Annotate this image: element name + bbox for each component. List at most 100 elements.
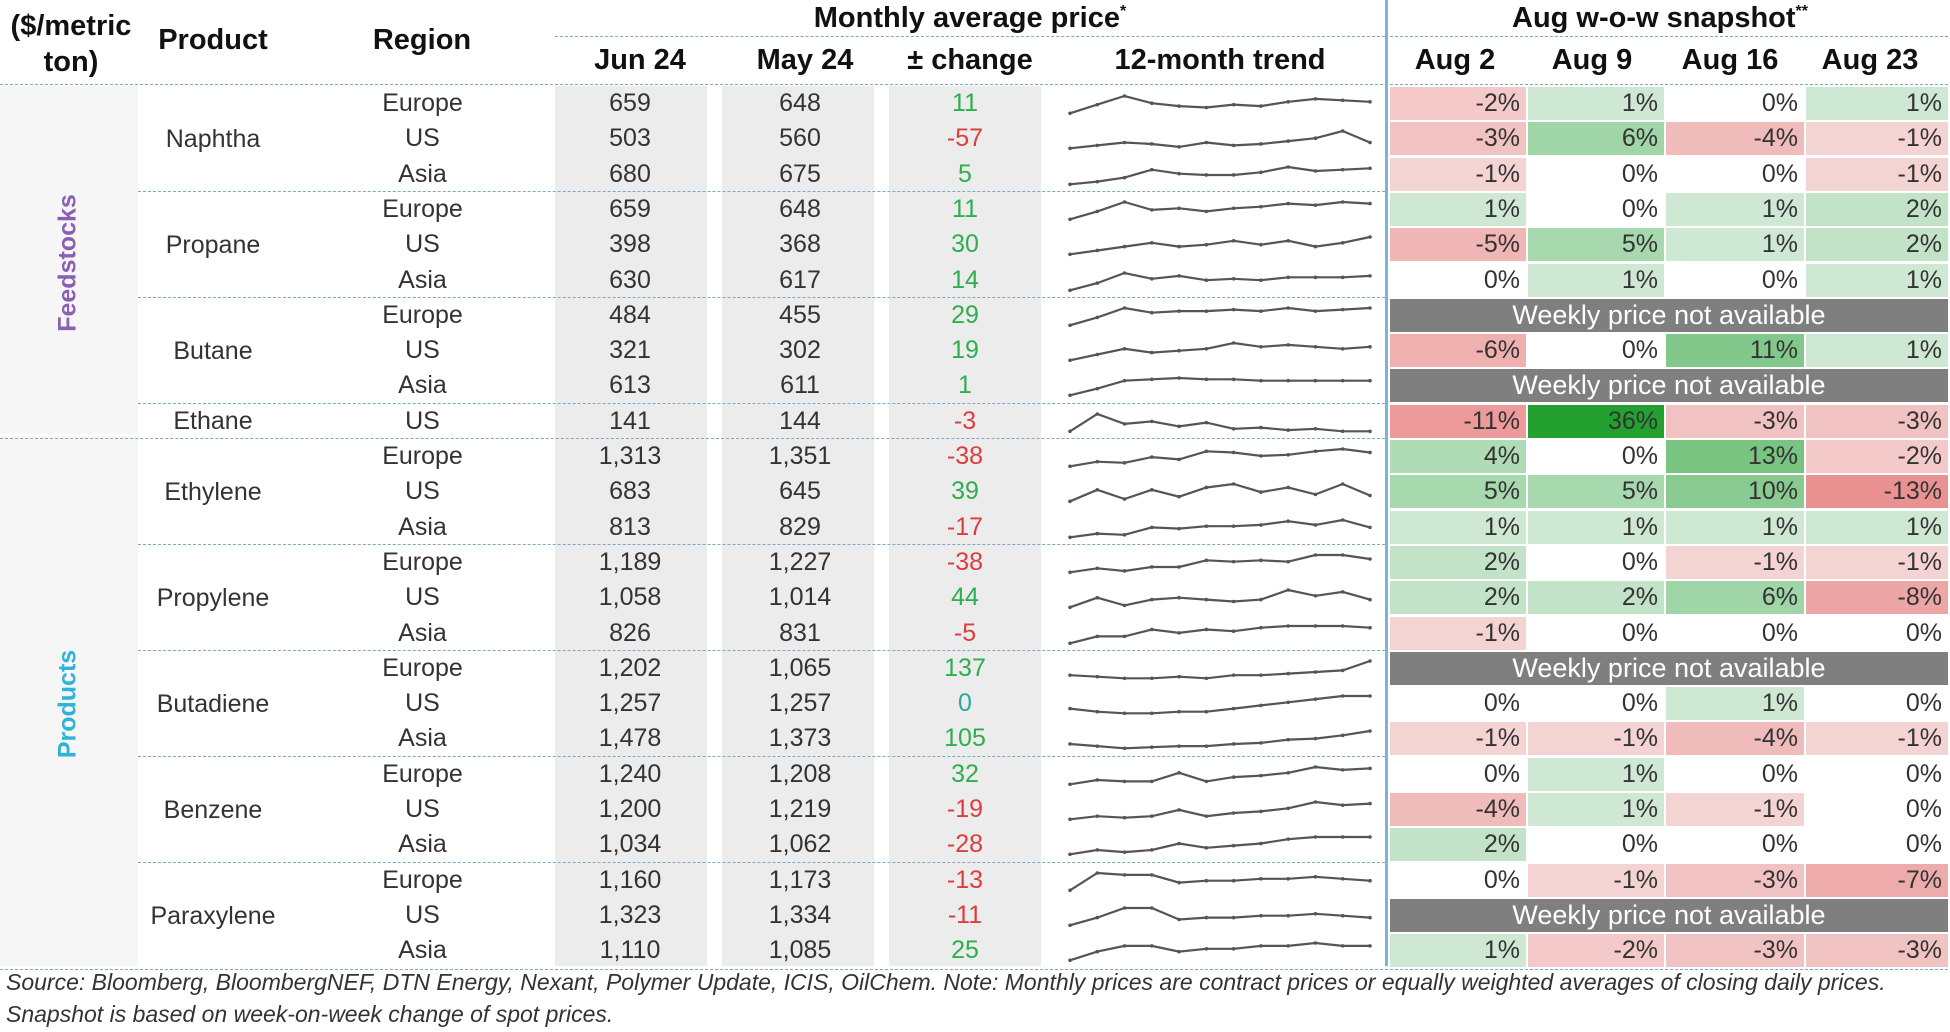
trend-point: [1286, 588, 1290, 592]
jun-price-cell: 141: [609, 406, 651, 435]
trend-point: [1368, 597, 1372, 602]
jun-header: Jun 24: [594, 44, 686, 76]
snapshot-cell: -11%: [1390, 404, 1526, 438]
may-price-cell: 1,351: [768, 442, 832, 470]
trend-point: [1340, 379, 1345, 383]
trend-point: [1095, 352, 1100, 357]
trend-point: [1122, 815, 1127, 820]
trend-line: [1069, 271, 1371, 291]
trend-point: [1340, 167, 1345, 172]
snapshot-cell: 6%: [1528, 122, 1664, 156]
change-cell: -57: [946, 124, 984, 153]
trend-point: [1313, 97, 1318, 101]
jun-price-cell: 680: [609, 159, 651, 188]
change-cell: 0: [958, 689, 972, 718]
trend-sparkline: [1068, 694, 1372, 716]
trend-point: [1313, 623, 1318, 628]
snapshot-cell: 10%: [1666, 475, 1804, 509]
trend-point: [1068, 888, 1072, 892]
region-cell: US: [405, 689, 440, 718]
trend-point: [1150, 525, 1154, 529]
trend-point: [1150, 241, 1154, 245]
trend-point: [1286, 806, 1290, 811]
jun-price-cell: 630: [609, 265, 651, 294]
trend-point: [1259, 625, 1263, 630]
trend-point: [1204, 485, 1209, 490]
trend-point: [1204, 915, 1209, 920]
region-cell: Asia: [398, 618, 447, 647]
trend-line: [1069, 553, 1371, 574]
trend-point: [1204, 846, 1209, 850]
change-cell: 30: [951, 230, 979, 259]
trend-point: [1095, 209, 1100, 214]
product-name: Benzene: [163, 795, 263, 824]
snapshot-cell: -2%: [1806, 440, 1948, 473]
trend-sparkline: [1068, 94, 1372, 116]
snapshot-cell: 1%: [1390, 192, 1526, 226]
trend-point: [1177, 596, 1181, 600]
trend-point: [1122, 676, 1127, 680]
trend-point: [1204, 243, 1209, 247]
trend-sparkline: [1068, 235, 1372, 257]
region-header: Region: [372, 24, 472, 56]
trend-point: [1231, 341, 1236, 345]
trend-point: [1368, 801, 1372, 806]
trend-point: [1231, 878, 1236, 883]
snapshot-cell: 1%: [1666, 192, 1804, 226]
trend-point: [1095, 143, 1100, 148]
snapshot-cell: 0%: [1806, 793, 1948, 826]
may-price-cell: 368: [779, 230, 821, 259]
trend-point: [1068, 641, 1072, 645]
trend-point: [1231, 143, 1236, 148]
trend-point: [1177, 244, 1181, 249]
trend-sparkline: [1068, 376, 1372, 398]
snapshot-cell: 0%: [1806, 828, 1948, 862]
trend-point: [1368, 166, 1372, 170]
products-panel: [0, 436, 138, 966]
trend-point: [1231, 706, 1236, 711]
trend-sparkline: [1068, 729, 1372, 751]
snapshot-cell: 1%: [1390, 510, 1526, 544]
trend-point: [1368, 201, 1372, 206]
trend-point: [1204, 420, 1209, 425]
trend-point: [1313, 492, 1318, 497]
may-price-cell: 617: [779, 265, 821, 294]
source-note: Source: Bloomberg, BloombergNEF, DTN Ene…: [6, 969, 1886, 1027]
trend-point: [1231, 482, 1236, 487]
trend-point: [1204, 277, 1209, 282]
trend-point: [1286, 239, 1290, 243]
trend-point: [1231, 628, 1236, 633]
monthly-header-mark: *: [1119, 3, 1127, 20]
snapshot-cell: -6%: [1390, 334, 1526, 368]
trend-point: [1122, 461, 1127, 465]
trend-point: [1340, 590, 1345, 594]
change-cell: 44: [951, 583, 979, 612]
trend-point: [1150, 276, 1154, 281]
trend-point: [1259, 703, 1263, 708]
trend-point: [1095, 411, 1100, 416]
jun-price-cell: 1,313: [598, 442, 662, 470]
jun-price-cell: 1,110: [599, 936, 661, 965]
trend-point: [1259, 673, 1263, 677]
trend-point: [1177, 841, 1181, 846]
trend-point: [1177, 348, 1181, 353]
trend-point: [1095, 870, 1100, 875]
trend-line: [1069, 730, 1371, 750]
trend-point: [1150, 676, 1154, 680]
change-cell: -17: [946, 512, 984, 541]
snapshot-cell: -3%: [1666, 934, 1804, 968]
trend-point: [1068, 323, 1072, 327]
change-header: ± change: [907, 44, 1033, 76]
product-name: Propylene: [156, 583, 270, 612]
trend-point: [1259, 170, 1263, 174]
trend-point: [1122, 872, 1127, 877]
trend-point: [1122, 634, 1127, 638]
trend-point: [1068, 706, 1072, 711]
change-cell: 32: [951, 759, 979, 788]
trend-header: 12-month trend: [1114, 44, 1326, 76]
trend-point: [1368, 235, 1372, 239]
trend-point: [1095, 777, 1100, 782]
trend-point: [1204, 209, 1209, 214]
trend-point: [1095, 566, 1100, 570]
trend-point: [1368, 729, 1372, 734]
